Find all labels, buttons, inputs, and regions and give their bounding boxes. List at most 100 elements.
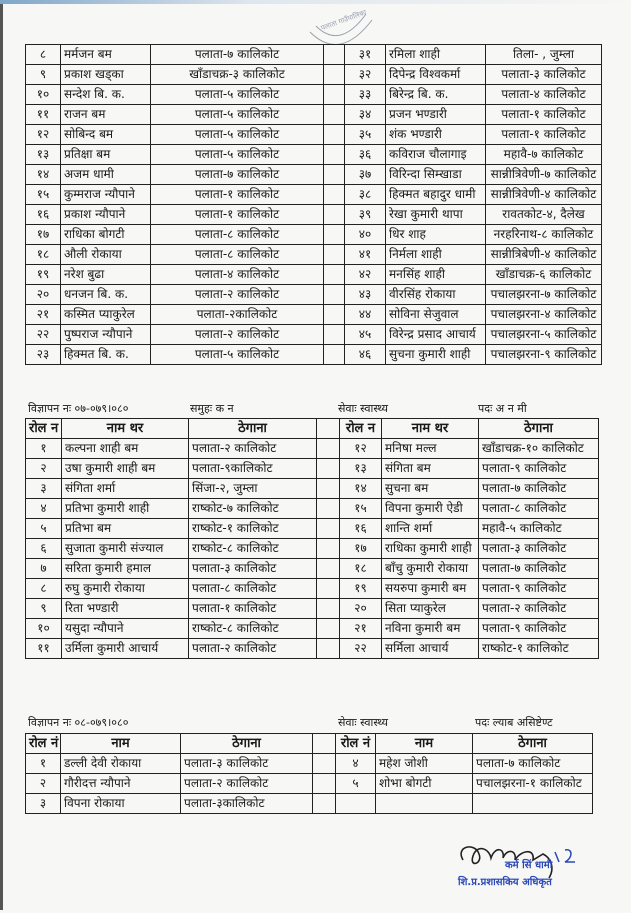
name-cell: वीरसिंह रोकाया	[385, 284, 486, 305]
signatory-name: कर्म सिं धामी	[505, 860, 553, 871]
name-cell: विपना रोकाया	[60, 793, 181, 814]
spacer-cell	[312, 793, 336, 814]
address-cell: पलाता-९ कालिकोट	[478, 458, 599, 479]
address-cell: पलाता-१ कालिकोट	[485, 104, 602, 125]
table-row: १० यसुदा न्यौपाने राष्कोट-८ कालिकोट २१ नविना…	[25, 618, 599, 639]
results-table-continued: ८ मर्मजन बम पलाता-७ कालिकोट ३१ रमिला शाही तिल…	[25, 44, 602, 365]
address-cell: पलाता-४ कालिकोट	[150, 264, 324, 285]
name-cell: धनजन बि. क.	[60, 284, 151, 305]
name-cell: कल्पना शाही बम	[61, 438, 189, 459]
name-cell: सोबिन्द बम	[60, 124, 151, 145]
name-cell: सरिता कुमारी हमाल	[61, 558, 189, 579]
name-cell: अजम धामी	[60, 164, 151, 185]
name-cell: सुजाता कुमारी संज्याल	[61, 538, 189, 559]
roll-number-cell	[335, 793, 376, 814]
name-cell: शान्ति शर्मा	[381, 518, 479, 539]
roll-number-cell: ३७	[344, 164, 386, 185]
address-cell: पलाता-३ कालिकोट	[485, 64, 602, 85]
address-cell: राष्कोट-७ कालिकोट	[188, 498, 317, 519]
name-cell: सन्देश बि. क.	[60, 84, 151, 105]
table-row: १० सन्देश बि. क. पलाता-५ कालिकोट ३३ बिरेन्द्…	[25, 84, 602, 105]
address-cell: पलाता-८ कालिकोट	[150, 224, 324, 245]
roll-number-cell: १४	[25, 164, 61, 185]
name-cell: बाँचु कुमारी रोकाया	[381, 558, 479, 579]
spacer-cell	[316, 578, 340, 599]
spacer-cell	[316, 518, 340, 539]
name-cell: विरिन्दा सिम्खाडा	[385, 164, 486, 185]
roll-number-cell: १२	[25, 124, 61, 145]
roll-number-cell: ११	[25, 104, 61, 125]
roll-number-cell: १७	[339, 538, 382, 559]
column-header-name: नाम	[375, 733, 473, 754]
roll-number-cell: ३८	[344, 184, 386, 205]
name-cell: बिरेन्द्र बि. क.	[385, 84, 486, 105]
roll-number-cell: १	[25, 753, 61, 774]
roll-number-cell: ३१	[344, 44, 386, 65]
name-cell: प्रकाश न्यौपाने	[60, 204, 151, 225]
table-row: १६ प्रकाश न्यौपाने पलाता-१ कालिकोट ३९ रेखा क…	[25, 204, 602, 225]
table-row: २ गौरीदत्त न्यौपाने पलाता-२ कालिकोट ५ शोभा ब…	[25, 773, 593, 794]
column-header-roll-number: रोल न	[339, 418, 382, 439]
name-cell: औली रोकाया	[60, 244, 151, 265]
roll-number-cell: ४५	[344, 324, 386, 345]
name-cell: रुघु कुमारी रोकाया	[61, 578, 189, 599]
address-cell: सिंजा-२, जुम्ला	[188, 478, 317, 499]
address-cell: पलाता-३ कालिकोट	[180, 753, 313, 774]
name-cell: पुष्पराज न्यौपाने	[60, 324, 151, 345]
table-row: ४ प्रतिभा कुमारी शाही राष्कोट-७ कालिकोट १५ व…	[25, 498, 599, 519]
table-row: १९ नरेश बुढा पलाता-४ कालिकोट ४२ मनसिंह शाही ख…	[25, 264, 602, 285]
address-cell: राष्कोट-८ कालिकोट	[188, 538, 317, 559]
roll-number-cell: ४	[335, 753, 376, 774]
spacer-cell	[316, 438, 340, 459]
table-row: २२ पुष्पराज न्यौपाने पलाता-२ कालिकोट ४५ विरे…	[25, 324, 602, 345]
name-cell: रेखा कुमारी थापा	[385, 204, 486, 225]
roll-number-cell: २०	[339, 598, 382, 619]
roll-number-cell: ३६	[344, 144, 386, 165]
address-cell: पलाता-७ कालिकोट	[150, 44, 324, 65]
roll-number-cell: ५	[25, 518, 62, 539]
name-cell: रमिला शाही	[385, 44, 486, 65]
spacer-cell	[323, 144, 345, 165]
table-row: १३ प्रतिक्षा बम पलाता-५ कालिकोट ३६ कविराज चौ…	[25, 144, 602, 165]
post-label: पदः अ न मी	[478, 402, 527, 415]
spacer-cell	[323, 264, 345, 285]
roll-number-cell: १३	[339, 458, 382, 479]
name-cell: मनिषा मल्ल	[381, 438, 479, 459]
table-row: ९ प्रकाश खड्का खाँडाचक्र-३ कालिकोट ३२ दिपेन्…	[25, 64, 602, 85]
office-seal: पलाता गाउँपालिका	[309, 7, 373, 45]
roll-number-cell: २	[25, 458, 62, 479]
svg-text:पलाता गाउँपालिका: पलाता गाउँपालिका	[320, 7, 368, 32]
spacer-cell	[323, 224, 345, 245]
roll-number-cell: १३	[25, 144, 61, 165]
address-cell: राष्कोट-१ कालिकोट	[188, 518, 317, 539]
signatory-title: शि.प्र.प्रशासकिय अधिकृत	[458, 877, 552, 888]
address-cell: पलाता-५ कालिकोट	[150, 104, 324, 125]
address-cell: पचालझरना-१ कालिकोट	[472, 773, 593, 794]
address-cell: पलाता-२ कालिकोट	[188, 638, 317, 659]
roll-number-cell: २१	[25, 304, 61, 325]
table-row: १ कल्पना शाही बम पलाता-२ कालिकोट १२ मनिषा मल…	[25, 438, 599, 459]
name-cell: धिर शाह	[385, 224, 486, 245]
table-row: ६ सुजाता कुमारी संज्याल राष्कोट-८ कालिकोट १…	[25, 538, 599, 559]
spacer-cell	[316, 538, 340, 559]
address-cell: पलाता-८ कालिकोट	[188, 578, 317, 599]
table-row: ७ सरिता कुमारी हमाल पलाता-३ कालिकोट १८ बाँचु…	[25, 558, 599, 579]
name-cell: कविराज चौलागाइ	[385, 144, 486, 165]
spacer-cell	[323, 124, 345, 145]
spacer-cell	[323, 44, 345, 65]
name-cell: राधिका कुमारी शाही	[381, 538, 479, 559]
name-cell: विपना कुमारी ऐडी	[381, 498, 479, 519]
column-header-address: ठेगाना	[180, 733, 313, 754]
roll-number-cell: ४	[25, 498, 62, 519]
address-cell: पलाता-७ कालिकोट	[478, 558, 599, 579]
name-cell: सुचना बम	[381, 478, 479, 499]
address-cell: पलाता-२कालिकोट	[150, 304, 324, 325]
service-label: सेवाः स्वास्थ्य	[338, 716, 389, 729]
roll-number-cell: ४२	[344, 264, 386, 285]
name-cell: उर्मिला कुमारी आचार्य	[61, 638, 189, 659]
advert-number: विज्ञापन नः ०७-०७९।०८०	[28, 402, 129, 415]
address-cell: पलाता-१ कालिकोट	[188, 598, 317, 619]
name-cell: प्रतिभा बम	[61, 518, 189, 539]
address-cell: पलाता-५ कालिकोट	[150, 84, 324, 105]
signature	[460, 846, 575, 879]
